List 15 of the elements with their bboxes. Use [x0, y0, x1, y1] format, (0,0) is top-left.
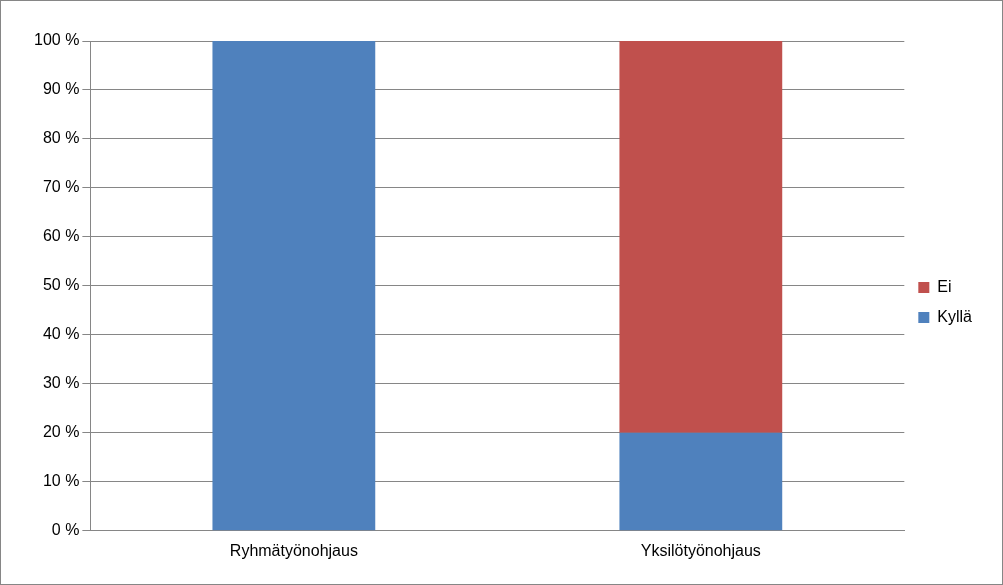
- y-tick-label: 10 %: [42, 472, 80, 490]
- y-tick-label: 0 %: [51, 521, 80, 539]
- legend-label: Kyllä: [937, 307, 973, 325]
- y-tick-label: 90 %: [42, 80, 80, 98]
- y-tick-label: 50 %: [42, 276, 80, 294]
- y-tick-label: 70 %: [42, 178, 80, 196]
- x-tick-label: Yksilötyönohjaus: [640, 541, 761, 559]
- y-tick-label: 20 %: [42, 423, 80, 441]
- y-tick-label: 60 %: [42, 227, 80, 245]
- y-tick-label: 100 %: [33, 31, 80, 49]
- y-tick-label: 80 %: [42, 129, 80, 147]
- y-tick-label: 40 %: [42, 325, 80, 343]
- y-tick-label: 30 %: [42, 374, 80, 392]
- legend-label: Ei: [937, 277, 952, 295]
- x-tick-label: Ryhmätyönohjaus: [229, 541, 358, 559]
